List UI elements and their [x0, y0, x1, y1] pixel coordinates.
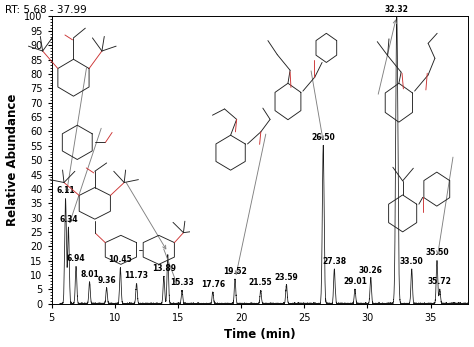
Text: 6.34: 6.34: [59, 215, 78, 224]
Text: RT: 5.68 - 37.99: RT: 5.68 - 37.99: [5, 5, 86, 15]
Text: 30.26: 30.26: [359, 265, 383, 274]
Text: 19.52: 19.52: [223, 267, 247, 276]
Text: 33.50: 33.50: [400, 257, 424, 266]
Text: 27.38: 27.38: [322, 257, 346, 266]
Text: 17.76: 17.76: [201, 280, 225, 289]
Text: 32.32: 32.32: [385, 6, 409, 15]
Text: 15.33: 15.33: [170, 279, 194, 287]
Text: 8.01: 8.01: [80, 270, 99, 279]
Text: 26.50: 26.50: [311, 133, 335, 142]
Text: 13.89: 13.89: [152, 264, 176, 273]
Text: 35.72: 35.72: [428, 277, 452, 286]
Text: 10.45: 10.45: [109, 255, 132, 264]
Text: 21.55: 21.55: [249, 279, 273, 287]
Y-axis label: Relative Abundance: Relative Abundance: [6, 94, 18, 226]
X-axis label: Time (min): Time (min): [224, 329, 296, 341]
Text: 6.11: 6.11: [56, 186, 75, 195]
Text: 9.36: 9.36: [97, 276, 116, 285]
Text: 6.94: 6.94: [67, 254, 85, 263]
Text: 11.73: 11.73: [125, 271, 148, 280]
Text: 29.01: 29.01: [343, 277, 367, 286]
Text: 35.50: 35.50: [425, 248, 449, 257]
Text: 23.59: 23.59: [274, 273, 298, 282]
